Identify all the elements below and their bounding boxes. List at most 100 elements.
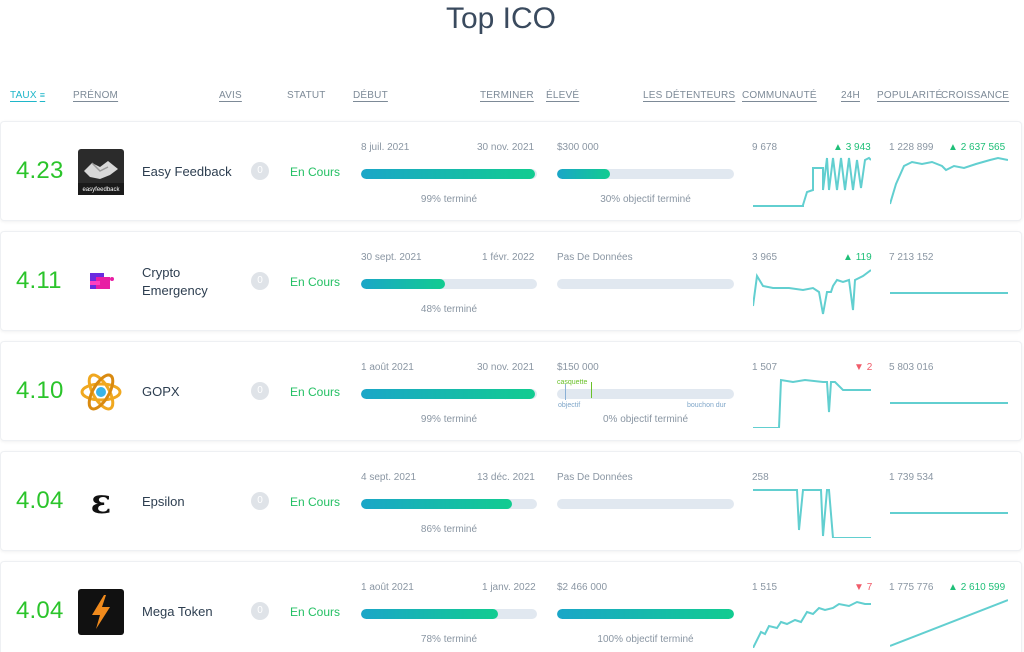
raised-amount: Pas De Données bbox=[557, 252, 633, 263]
time-progress-label: 99% terminé bbox=[420, 414, 478, 425]
mega-token-logo[interactable] bbox=[78, 589, 124, 635]
ico-row[interactable]: 4.10 GOPX 0 En Cours 1 août 2021 30 nov.… bbox=[0, 341, 1022, 441]
community-count: 258 bbox=[752, 472, 769, 483]
popularity-count: 1 739 534 bbox=[889, 472, 934, 483]
popularity-count: 1 775 776 bbox=[889, 582, 934, 593]
caret-up-icon: ▲ bbox=[948, 142, 958, 153]
popularity-sparkline bbox=[890, 402, 1008, 404]
community-delta-value: 2 bbox=[866, 362, 873, 373]
start-date: 30 sept. 2021 bbox=[361, 252, 422, 263]
reviews-badge[interactable]: 0 bbox=[251, 272, 269, 290]
goal-marker bbox=[565, 384, 566, 400]
rate-value: 4.10 bbox=[16, 377, 64, 404]
time-progress-bar bbox=[361, 389, 537, 399]
end-date: 1 févr. 2022 bbox=[482, 252, 535, 263]
popularity-sparkline bbox=[890, 292, 1008, 294]
filter-icon[interactable]: ≡ bbox=[39, 90, 46, 100]
status-label: En Cours bbox=[290, 385, 341, 399]
community-delta: ▲ 119 bbox=[843, 252, 872, 263]
community-count: 3 965 bbox=[752, 252, 778, 263]
raised-progress-bar bbox=[557, 169, 734, 179]
ico-row[interactable]: 4.04 Mega Token 0 En Cours 1 août 2021 1… bbox=[0, 561, 1022, 652]
gopx-logo[interactable] bbox=[78, 369, 124, 415]
popularity-sparkline bbox=[890, 156, 1008, 205]
community-count: 1 507 bbox=[752, 362, 778, 373]
community-delta-value: 7 bbox=[866, 582, 873, 593]
raised-amount: Pas De Données bbox=[557, 472, 633, 483]
project-name[interactable]: Mega Token bbox=[142, 604, 213, 619]
time-progress-label: 86% terminé bbox=[420, 524, 478, 535]
status-label: En Cours bbox=[290, 495, 341, 509]
popularity-count: 7 213 152 bbox=[889, 252, 934, 263]
reviews-badge[interactable]: 0 bbox=[251, 382, 269, 400]
popularity-sparkline bbox=[890, 512, 1008, 514]
cap-marker bbox=[591, 382, 592, 398]
growth-delta-value: 2 610 599 bbox=[960, 582, 1006, 593]
caret-up-icon: ▲ bbox=[833, 142, 843, 153]
epsilon-logo[interactable]: ε bbox=[78, 479, 124, 525]
column-header-reviews[interactable]: AVIS bbox=[219, 90, 242, 101]
community-delta-value: 119 bbox=[855, 252, 872, 263]
project-name[interactable]: GOPX bbox=[142, 384, 180, 399]
community-sparkline bbox=[753, 156, 871, 207]
column-header-rate-label: TAUX bbox=[10, 90, 37, 101]
start-date: 4 sept. 2021 bbox=[361, 472, 417, 483]
column-header-end[interactable]: TERMINER bbox=[480, 90, 534, 101]
hard-cap-label: bouchon dur bbox=[687, 402, 726, 409]
raised-amount: $2 466 000 bbox=[557, 582, 608, 593]
column-header-start[interactable]: DÉBUT bbox=[353, 90, 388, 101]
reviews-badge[interactable]: 0 bbox=[251, 492, 269, 510]
project-name[interactable]: Crypto Emergency bbox=[142, 265, 208, 298]
community-delta: ▼ 2 bbox=[854, 362, 872, 373]
ico-row[interactable]: 4.11 Crypto Emergency 0 En Cours 30 sept… bbox=[0, 231, 1022, 331]
time-progress-bar bbox=[361, 169, 537, 179]
rate-value: 4.04 bbox=[16, 597, 64, 624]
ico-row[interactable]: 4.04 ε Epsilon 0 En Cours 4 sept. 2021 1… bbox=[0, 451, 1022, 551]
community-count: 1 515 bbox=[752, 582, 778, 593]
raised-progress-bar bbox=[557, 389, 734, 399]
column-header-community[interactable]: COMMUNAUTÉ bbox=[742, 90, 817, 101]
start-date: 1 août 2021 bbox=[361, 362, 414, 373]
crypto-emergency-logo[interactable] bbox=[78, 259, 124, 305]
rate-value: 4.11 bbox=[16, 267, 62, 294]
time-progress-bar bbox=[361, 499, 537, 509]
caret-up-icon: ▲ bbox=[843, 252, 853, 263]
goal-label: objectif bbox=[558, 402, 581, 409]
ico-row[interactable]: 4.23 easyfeedback Easy Feedback 0 En Cou… bbox=[0, 121, 1022, 221]
page-title: Top ICO bbox=[445, 2, 557, 35]
column-header-popularity[interactable]: POPULARITÉ bbox=[877, 90, 943, 101]
status-label: En Cours bbox=[290, 605, 341, 619]
community-delta: ▲ 3 943 bbox=[833, 142, 871, 153]
status-label: En Cours bbox=[290, 165, 341, 179]
raised-progress-label: 30% objectif terminé bbox=[600, 194, 691, 205]
column-header-24h[interactable]: 24H bbox=[841, 90, 860, 101]
popularity-count: 5 803 016 bbox=[889, 362, 934, 373]
project-name[interactable]: Epsilon bbox=[142, 494, 185, 509]
reviews-badge[interactable]: 0 bbox=[251, 162, 269, 180]
caret-up-icon: ▲ bbox=[948, 582, 958, 593]
end-date: 30 nov. 2021 bbox=[477, 142, 535, 153]
start-date: 8 juil. 2021 bbox=[361, 142, 410, 153]
time-progress-fill bbox=[361, 609, 499, 619]
column-header-growth[interactable]: CROISSANCE bbox=[941, 90, 1010, 101]
column-header-name[interactable]: PRÉNOM bbox=[73, 90, 119, 101]
column-header-holders[interactable]: LES DÉTENTEURS bbox=[643, 90, 736, 101]
community-delta-value: 3 943 bbox=[845, 142, 871, 153]
reviews-badge[interactable]: 0 bbox=[251, 602, 269, 620]
column-header-rate[interactable]: TAUX ≡ bbox=[10, 90, 45, 101]
raised-progress-fill bbox=[557, 609, 734, 619]
raised-progress-label: 0% objectif terminé bbox=[602, 414, 689, 425]
rate-value: 4.23 bbox=[16, 157, 64, 184]
community-sparkline bbox=[753, 269, 871, 315]
end-date: 1 janv. 2022 bbox=[482, 582, 536, 593]
raised-progress-label: 100% objectif terminé bbox=[597, 634, 694, 645]
easy-feedback-logo[interactable]: easyfeedback bbox=[78, 149, 124, 195]
community-delta: ▼ 7 bbox=[854, 582, 872, 593]
project-name[interactable]: Easy Feedback bbox=[142, 164, 232, 179]
time-progress-label: 78% terminé bbox=[420, 634, 478, 645]
end-date: 13 déc. 2021 bbox=[477, 472, 535, 483]
community-sparkline bbox=[753, 600, 871, 648]
column-header-raised[interactable]: ÉLEVÉ bbox=[546, 90, 580, 101]
caret-down-icon: ▼ bbox=[854, 582, 864, 593]
soft-cap-label: casquette bbox=[557, 379, 588, 386]
